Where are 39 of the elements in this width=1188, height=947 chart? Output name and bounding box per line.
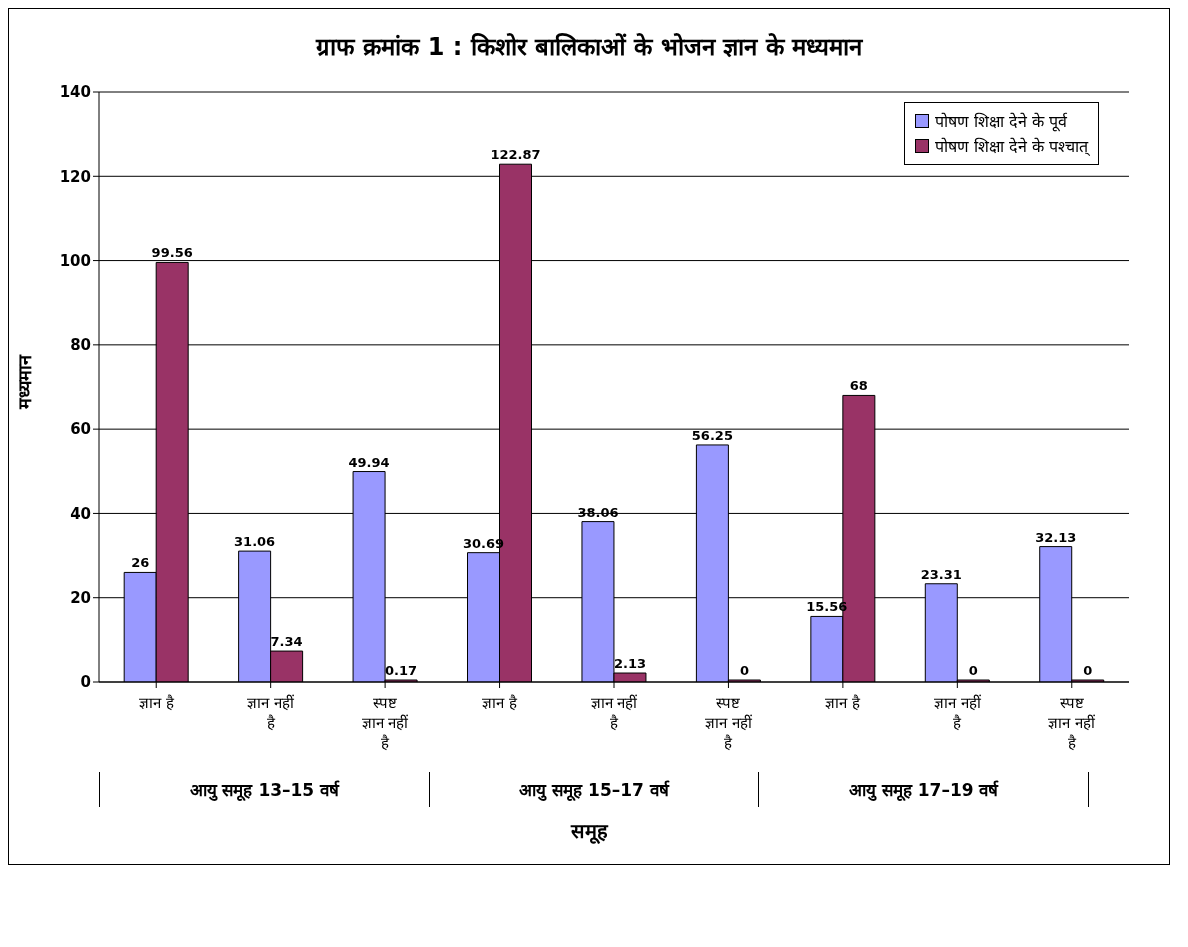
legend-label: पोषण शिक्षा देने के पूर्व bbox=[934, 111, 1067, 132]
legend-label: पोषण शिक्षा देने के पश्चात् bbox=[934, 136, 1088, 157]
y-tick-label: 140 bbox=[59, 83, 91, 102]
data-label: 0 bbox=[739, 663, 749, 678]
chart-title: ग्राफ क्रमांक 1 : किशोर बालिकाओं के भोजन ज्ञान के मध्यमान bbox=[314, 32, 864, 62]
data-label: 2.13 bbox=[613, 656, 646, 672]
data-label: 68 bbox=[849, 378, 868, 394]
y-axis-title: मध्यमान bbox=[13, 355, 36, 409]
x-tick-label: ज्ञान नहीं है bbox=[933, 694, 982, 732]
x-tick-label: ज्ञान है bbox=[825, 694, 862, 712]
data-label: 122.87 bbox=[490, 147, 541, 163]
x-tick-label: ज्ञान नहीं है bbox=[247, 694, 296, 732]
x-axis-title: समूह bbox=[569, 818, 610, 844]
y-tick-label: 100 bbox=[59, 251, 91, 270]
text: आयु समूह 17–19 वर्ष bbox=[758, 772, 1090, 807]
data-label: 31.06 bbox=[234, 534, 276, 550]
y-tick-label: 120 bbox=[59, 167, 91, 186]
x-tick-label: स्पष्ट ज्ञान नहीं है bbox=[1048, 694, 1097, 752]
y-tick-label: 20 bbox=[70, 589, 91, 608]
y-tick-label: 60 bbox=[70, 420, 91, 439]
x-tick-label: स्पष्ट ज्ञान नहीं है bbox=[705, 694, 753, 752]
data-label: 26 bbox=[131, 555, 150, 571]
y-tick-label: 0 bbox=[80, 673, 91, 692]
data-label: 23.31 bbox=[920, 566, 962, 582]
x-tick-label: ज्ञान है bbox=[482, 694, 518, 712]
x-tick-label: ज्ञान है bbox=[138, 694, 175, 712]
data-label: 56.25 bbox=[691, 427, 733, 443]
text: आयु समूह 15–17 वर्ष bbox=[428, 772, 759, 807]
x-tick-label: ज्ञान नहीं है bbox=[590, 694, 639, 732]
x-tick-label: स्पष्ट ज्ञान नहीं है bbox=[361, 694, 410, 752]
data-label: 32.13 bbox=[1035, 529, 1077, 545]
data-label: 0 bbox=[968, 663, 978, 678]
text: आयु समूह 13–15 वर्ष bbox=[99, 772, 429, 807]
data-label: 7.34 bbox=[270, 634, 303, 650]
data-label: 49.94 bbox=[348, 454, 390, 470]
data-label: 99.56 bbox=[151, 245, 193, 261]
y-tick-label: 40 bbox=[70, 504, 91, 523]
data-label: 0 bbox=[1083, 663, 1093, 678]
y-tick-label: 80 bbox=[70, 336, 91, 355]
